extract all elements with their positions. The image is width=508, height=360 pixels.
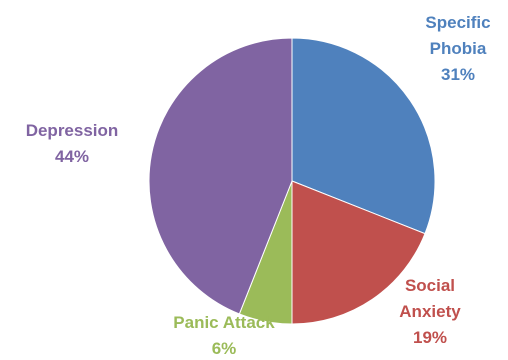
data-label-name: Specific xyxy=(425,13,490,32)
data-label-percent: 19% xyxy=(413,328,447,347)
data-label-name: Panic Attack xyxy=(173,313,275,332)
data-label-name: Social xyxy=(405,276,455,295)
data-label-panic-attack: Panic Attack 6% xyxy=(173,313,275,358)
data-label-percent: 31% xyxy=(441,65,475,84)
data-label-depression: Depression 44% xyxy=(26,121,119,166)
data-label-specific-phobia: Specific Phobia 31% xyxy=(425,13,490,84)
pie-slice-specific-phobia xyxy=(291,37,436,235)
data-label-social-anxiety: Social Anxiety 19% xyxy=(399,276,461,347)
data-label-name: Depression xyxy=(26,121,119,140)
data-label-percent: 6% xyxy=(212,339,237,358)
data-label-name: Anxiety xyxy=(399,302,461,321)
pie-slice-social-anxiety xyxy=(291,180,426,325)
data-label-percent: 44% xyxy=(55,147,89,166)
pie-slice-depression xyxy=(148,37,293,315)
data-label-name: Phobia xyxy=(430,39,487,58)
